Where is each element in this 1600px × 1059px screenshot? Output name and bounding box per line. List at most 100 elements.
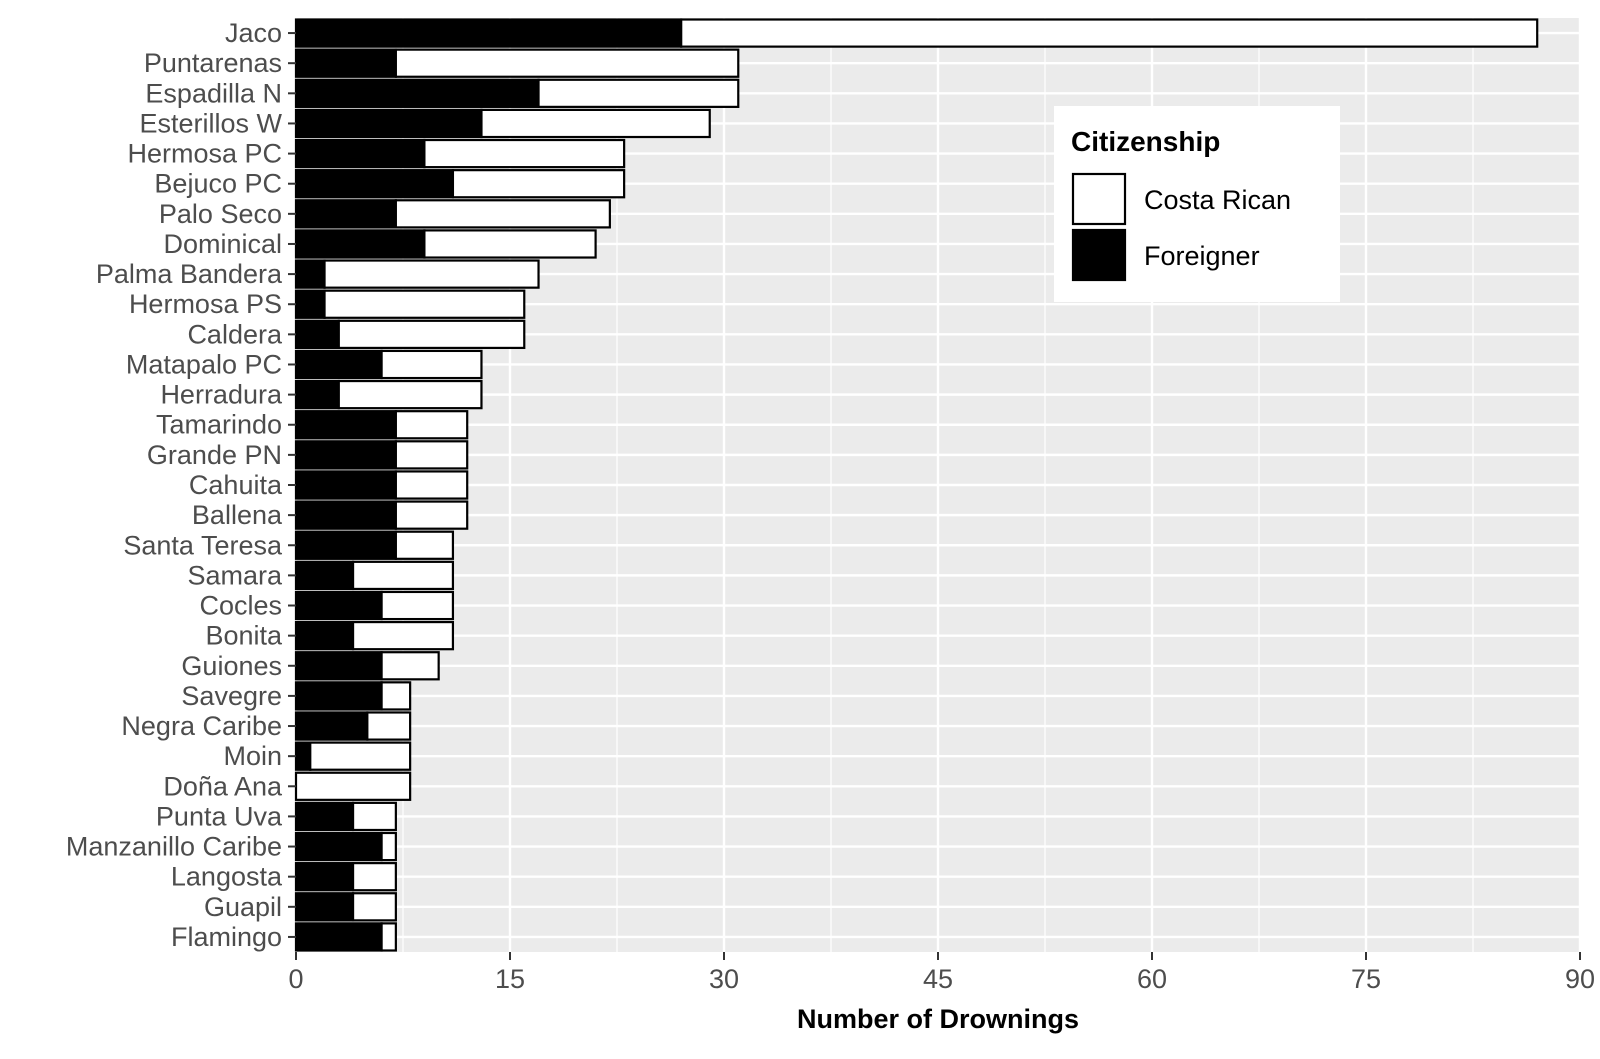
- y-tick-label: Negra Caribe: [121, 711, 282, 741]
- bar-foreigner: [294, 711, 369, 741]
- bar-costa-rican: [380, 651, 440, 681]
- bar-costa-rican: [366, 711, 412, 741]
- x-tick-label: 90: [1565, 964, 1595, 994]
- bar-costa-rican: [351, 892, 397, 922]
- bar-costa-rican: [380, 349, 483, 380]
- bar-costa-rican: [380, 831, 397, 862]
- y-tick-label: Grande PN: [147, 440, 282, 470]
- bar-foreigner: [294, 892, 355, 922]
- bar-costa-rican: [480, 108, 711, 139]
- y-tick-label: Savegre: [181, 681, 282, 711]
- bar-costa-rican: [351, 620, 455, 651]
- y-tick-label: Langosta: [171, 862, 283, 892]
- y-tick-label: Herradura: [160, 380, 283, 410]
- bar-costa-rican: [351, 862, 397, 892]
- bar-foreigner: [294, 319, 340, 350]
- bar-foreigner: [294, 651, 383, 681]
- bar-costa-rican: [680, 18, 1539, 48]
- bar-foreigner: [294, 741, 312, 771]
- bar-foreigner: [294, 500, 397, 530]
- x-tick-label: 45: [923, 964, 953, 994]
- bar-costa-rican: [537, 78, 740, 108]
- bar-foreigner: [294, 440, 397, 470]
- y-tick-label: Bonita: [205, 621, 283, 651]
- bar-costa-rican: [394, 410, 469, 440]
- y-tick-label: Samara: [187, 560, 283, 590]
- y-tick-label: Caldera: [187, 319, 283, 349]
- y-tick-label: Cocles: [199, 591, 282, 621]
- bar-foreigner: [294, 78, 540, 108]
- y-tick-label: Manzanillo Caribe: [66, 832, 282, 862]
- legend-key-costa-rican: [1071, 172, 1127, 226]
- bar-foreigner: [294, 199, 397, 229]
- bar-costa-rican: [380, 590, 455, 621]
- bar-costa-rican: [394, 500, 469, 530]
- bar-foreigner: [294, 108, 483, 139]
- bar-costa-rican: [380, 681, 412, 711]
- bar-foreigner: [294, 470, 397, 500]
- bar-costa-rican: [394, 48, 740, 78]
- bar-costa-rican: [323, 259, 540, 289]
- legend-title: Citizenship: [1071, 126, 1220, 157]
- bar-foreigner: [294, 169, 455, 199]
- x-tick-label: 60: [1137, 964, 1167, 994]
- bar-foreigner: [294, 259, 326, 289]
- bar-foreigner: [294, 379, 340, 410]
- bar-costa-rican: [323, 289, 526, 319]
- bar-foreigner: [294, 801, 355, 832]
- bar-foreigner: [294, 138, 426, 169]
- legend-label: Costa Rican: [1144, 185, 1291, 215]
- gridlines: [294, 18, 1582, 952]
- bar-foreigner: [294, 590, 383, 621]
- x-tick-label: 75: [1351, 964, 1381, 994]
- bar-foreigner: [294, 831, 383, 862]
- y-tick-label: Dominical: [163, 229, 282, 259]
- x-axis: 0 15 30 45 60 75 90: [288, 952, 1595, 994]
- y-tick-label: Cahuita: [189, 470, 283, 500]
- bar-foreigner: [294, 560, 355, 591]
- y-tick-label: Esterillos W: [139, 108, 282, 138]
- bar-foreigner: [294, 289, 326, 319]
- x-axis-title: Number of Drownings: [797, 1004, 1079, 1034]
- y-tick-label: Hermosa PS: [129, 289, 282, 319]
- legend: Citizenship Costa Rican Foreigner: [1054, 106, 1340, 302]
- bar-foreigner: [294, 922, 383, 952]
- y-tick-label: Jaco: [225, 18, 282, 48]
- bar-costa-rican: [337, 319, 526, 350]
- bar-foreigner: [294, 229, 426, 259]
- bar-costa-rican: [309, 741, 412, 771]
- y-tick-label: Flamingo: [171, 922, 282, 952]
- y-tick-label: Espadilla N: [145, 78, 282, 108]
- y-tick-label: Hermosa PC: [127, 139, 282, 169]
- y-tick-label: Doña Ana: [163, 771, 283, 801]
- y-tick-label: Bejuco PC: [154, 169, 282, 199]
- bar-costa-rican: [337, 379, 483, 410]
- y-tick-label: Punta Uva: [156, 801, 283, 831]
- bar-costa-rican: [394, 470, 469, 500]
- bar-foreigner: [294, 681, 383, 711]
- y-tick-label: Palo Seco: [159, 199, 282, 229]
- bar-costa-rican: [294, 771, 412, 801]
- bar-foreigner: [294, 48, 397, 78]
- bar-foreigner: [294, 18, 683, 48]
- y-tick-label: Tamarindo: [156, 410, 282, 440]
- y-tick-label: Palma Bandera: [96, 259, 283, 289]
- bar-costa-rican: [451, 169, 626, 199]
- x-tick-label: 0: [288, 964, 303, 994]
- bar-foreigner: [294, 410, 397, 440]
- y-tick-label: Ballena: [192, 500, 283, 530]
- bar-costa-rican: [394, 199, 611, 229]
- bar-foreigner: [294, 620, 355, 651]
- bar-foreigner: [294, 862, 355, 892]
- bar-costa-rican: [351, 560, 455, 591]
- y-tick-label: Matapalo PC: [126, 349, 282, 379]
- x-tick-label: 15: [495, 964, 525, 994]
- bar-costa-rican: [423, 138, 626, 169]
- bar-costa-rican: [351, 801, 397, 832]
- legend-label: Foreigner: [1144, 241, 1260, 271]
- bar-foreigner: [294, 530, 397, 560]
- bar-foreigner: [294, 349, 383, 380]
- y-tick-label: Guiones: [181, 651, 282, 681]
